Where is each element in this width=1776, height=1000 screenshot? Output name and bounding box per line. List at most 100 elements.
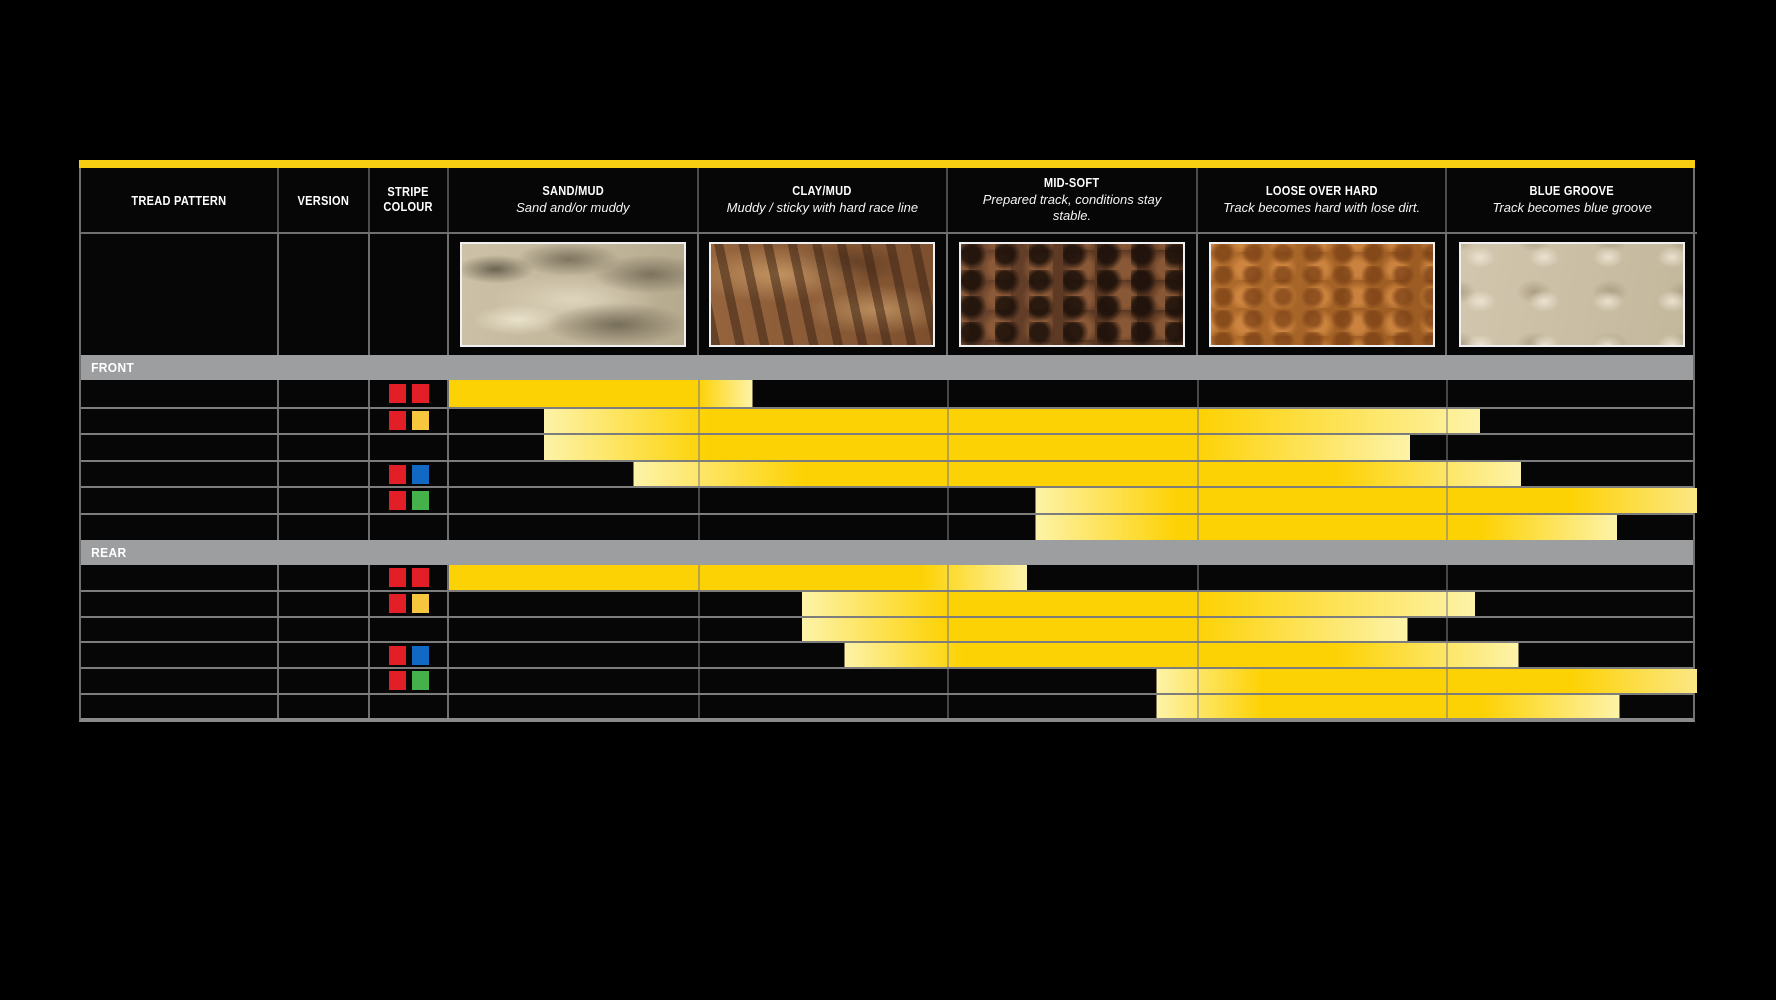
chart-body: TREAD PATTERN VERSION STRIPE COLOUR SAND… — [79, 168, 1697, 723]
stripe-colour-cell — [370, 668, 449, 693]
tread-pattern-cell — [81, 488, 279, 513]
version-cell — [279, 694, 370, 719]
column-title: BLUE GROOVE — [1529, 183, 1615, 199]
suitability-bar — [449, 488, 1697, 513]
condition-bar-area — [449, 514, 1697, 540]
stripe-chip-yellow — [411, 594, 429, 614]
tread-pattern-cell — [81, 668, 279, 693]
column-title: SAND/MUD — [541, 183, 604, 199]
version-cell — [279, 643, 370, 667]
stripe-colour-cell — [370, 617, 449, 642]
column-subtitle: Prepared track, conditions stay stable. — [982, 192, 1162, 223]
suitability-bar — [449, 668, 1697, 693]
stripe-chip-red — [388, 645, 406, 665]
stripe-colour-cell — [370, 461, 449, 487]
column-title: TREAD PATTERN — [131, 192, 227, 208]
condition-bar-area — [449, 488, 1697, 513]
photo-cell — [1447, 232, 1697, 355]
version-cell — [279, 488, 370, 513]
condition-bar-area — [449, 435, 1697, 460]
column-title: STRIPE COLOUR — [383, 184, 434, 214]
photo-cell — [81, 232, 279, 355]
sand-mud-photo — [459, 242, 686, 347]
condition-bar-area — [449, 668, 1697, 693]
suitability-bar — [449, 461, 1697, 487]
tread-pattern-cell — [81, 617, 279, 642]
photo-cell — [449, 232, 699, 355]
stripe-chip-red — [388, 464, 406, 484]
table-row — [81, 433, 1697, 460]
table-row — [81, 590, 1697, 616]
tread-pattern-cell — [81, 564, 279, 591]
suitability-bar — [449, 564, 1697, 591]
column-title: MID-SOFT — [1044, 175, 1100, 191]
column-header-tread_pattern: TREAD PATTERN — [81, 168, 279, 232]
loose-over-hard-photo — [1208, 242, 1435, 347]
stripe-chip-red — [388, 671, 406, 691]
column-subtitle: Muddy / sticky with hard race line — [726, 200, 919, 216]
photo-cell — [698, 232, 949, 355]
column-header-mid_soft: MID-SOFT Prepared track, conditions stay… — [948, 168, 1198, 232]
stripe-chip-blue — [411, 464, 429, 484]
stripe-chip-red — [411, 383, 429, 403]
suitability-bar — [449, 592, 1697, 616]
condition-bar-area — [449, 461, 1697, 487]
version-cell — [279, 461, 370, 487]
stripe-colour-cell — [370, 488, 449, 513]
stripe-chip-red — [388, 383, 406, 403]
tread-pattern-cell — [81, 514, 279, 540]
stripe-colour-cell — [370, 435, 449, 460]
column-header-sand_mud: SAND/MUD Sand and/or muddy — [449, 168, 699, 232]
stripe-chip-blue — [411, 645, 429, 665]
column-title: CLAY/MUD — [792, 183, 853, 199]
suitability-bar — [449, 514, 1697, 540]
version-cell — [279, 592, 370, 616]
stripe-chip-red — [388, 491, 406, 511]
tread-pattern-cell — [81, 435, 279, 460]
section-rows-front — [81, 380, 1697, 540]
condition-bar-area — [449, 694, 1697, 719]
stripe-colour-cell — [370, 408, 449, 434]
version-cell — [279, 668, 370, 693]
header-row: TREAD PATTERN VERSION STRIPE COLOUR SAND… — [81, 168, 1693, 232]
stripe-colour-cell — [370, 380, 449, 407]
stripe-chip-red — [388, 567, 406, 587]
condition-bar-area — [449, 643, 1697, 667]
top-accent-bar — [79, 160, 1695, 168]
stripe-colour-cell — [370, 643, 449, 667]
tire-condition-chart: TREAD PATTERN VERSION STRIPE COLOUR SAND… — [79, 160, 1697, 723]
suitability-bar — [449, 694, 1697, 719]
tread-pattern-cell — [81, 694, 279, 719]
photo-row — [81, 232, 1697, 355]
condition-bar-area — [449, 617, 1697, 642]
table-row — [81, 512, 1697, 540]
column-header-clay_mud: CLAY/MUD Muddy / sticky with hard race l… — [699, 168, 949, 232]
tread-pattern-cell — [81, 380, 279, 407]
stripe-chip-green — [411, 671, 429, 691]
column-subtitle: Track becomes blue groove — [1492, 200, 1652, 216]
version-cell — [279, 380, 370, 407]
table-row — [81, 641, 1697, 667]
tread-pattern-cell — [81, 592, 279, 616]
sections-container: FRONT — [81, 355, 1697, 719]
blue-groove-photo — [1459, 242, 1686, 347]
photo-cell — [370, 232, 449, 355]
condition-bar-area — [449, 380, 1697, 407]
photo-cell — [1197, 232, 1448, 355]
suitability-bar — [449, 380, 1697, 407]
stripe-colour-cell — [370, 564, 449, 591]
version-cell — [279, 617, 370, 642]
suitability-bar — [449, 617, 1697, 642]
table-row — [81, 666, 1697, 693]
column-header-stripe_colour: STRIPE COLOUR — [370, 168, 449, 232]
stripe-chip-green — [411, 491, 429, 511]
condition-bar-area — [449, 592, 1697, 616]
section-rows-rear — [81, 564, 1697, 719]
table-row — [81, 380, 1697, 407]
column-title: LOOSE OVER HARD — [1265, 183, 1378, 199]
table-row — [81, 459, 1697, 487]
section-label: REAR — [91, 544, 127, 560]
stripe-chip-red — [411, 567, 429, 587]
tread-pattern-cell — [81, 643, 279, 667]
